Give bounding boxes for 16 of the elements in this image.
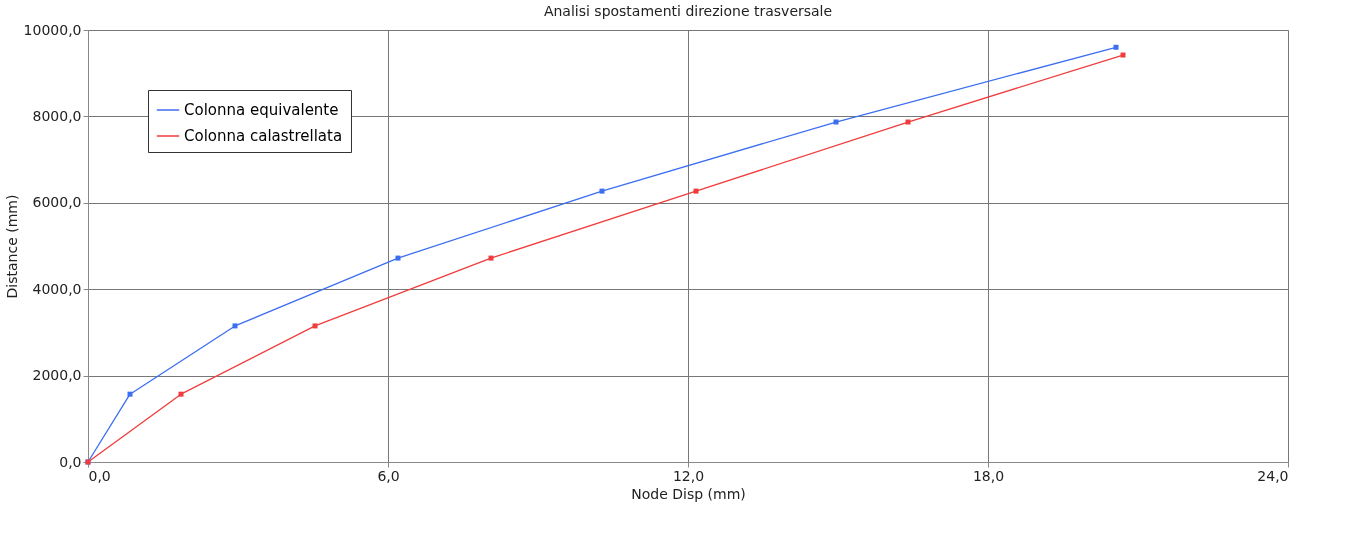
chart-title: Analisi spostamenti direzione trasversale: [543, 3, 833, 19]
y-tick-label: 4000,0: [32, 280, 82, 297]
x-tick-label: 24,0: [1257, 467, 1289, 484]
y-axis-title: Distance (mm): [3, 194, 20, 299]
y-tick-label: 6000,0: [32, 194, 82, 211]
legend-label: Colonna calastrellata: [184, 127, 343, 145]
x-tick-label: 12,0: [672, 467, 705, 484]
x-tick-label: 6,0: [377, 467, 400, 484]
y-tick-label: 2000,0: [32, 367, 82, 384]
x-tick-label: 18,0: [972, 467, 1005, 484]
x-axis-title: Node Disp (mm): [631, 485, 746, 502]
y-tick-label: 8000,0: [32, 107, 82, 124]
y-tick-label: 0,0: [59, 453, 82, 470]
legend-label: Colonna equivalente: [184, 101, 339, 119]
x-tick-label: 0,0: [88, 467, 111, 484]
y-tick-label: 10000,0: [23, 21, 82, 38]
